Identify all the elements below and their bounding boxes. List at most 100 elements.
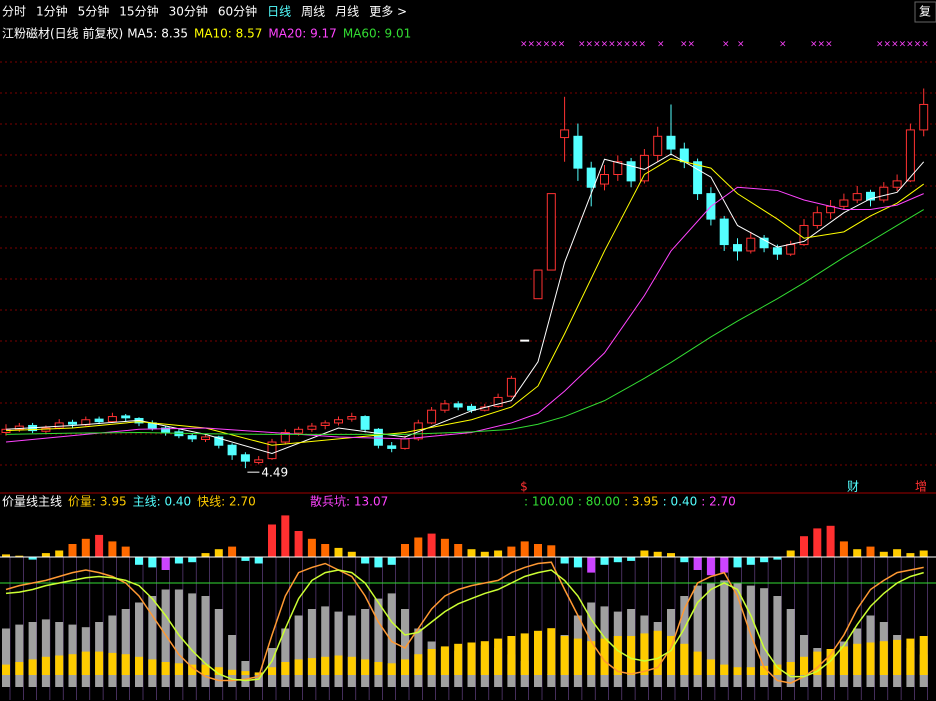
top-bar [866, 546, 875, 557]
top-bar [347, 551, 356, 557]
signal-mark: ×××××× [520, 40, 565, 50]
gray-bar [693, 585, 702, 687]
yellow-bar [454, 643, 463, 675]
candle-body [400, 438, 410, 449]
candle-body [560, 129, 570, 139]
gray-bar [720, 580, 729, 687]
yellow-bar [268, 667, 276, 675]
low-price-label: 4.49 [261, 466, 288, 480]
candle-body [201, 436, 210, 440]
signal-mark: ××××××× [578, 40, 631, 50]
yellow-bar [427, 649, 436, 675]
candle-body [440, 403, 450, 411]
fast-line [5, 561, 924, 684]
yellow-bar [361, 659, 370, 675]
yellow-bar [813, 651, 822, 675]
yellow-bar [680, 643, 689, 675]
indicator-value: : 0.40 [663, 495, 698, 509]
top-bar [174, 557, 183, 564]
toolbar-tab[interactable]: 更多 > [369, 5, 407, 19]
yellow-bar [627, 636, 636, 675]
ma-legend: MA60: 9.01 [343, 27, 411, 41]
ma-line [5, 186, 924, 443]
yellow-bar [720, 664, 729, 675]
yellow-bar [201, 664, 210, 675]
yellow-bar [214, 667, 223, 675]
yellow-bar [600, 638, 609, 675]
top-bar [720, 557, 729, 573]
top-bar [307, 538, 316, 557]
top-bar [653, 551, 662, 557]
yellow-bar [294, 659, 303, 675]
indicator-header: 散兵坑: 13.07 [310, 494, 388, 509]
candle-body [187, 435, 197, 440]
top-bar [893, 549, 902, 557]
yellow-bar [174, 663, 183, 675]
yellow-bar [800, 656, 808, 675]
top-bar [534, 544, 542, 557]
candle-body [467, 405, 476, 411]
top-bar [627, 557, 636, 561]
signal-mark: × [779, 40, 787, 50]
candle-body [919, 103, 929, 131]
yellow-bar [587, 641, 596, 675]
top-bar [853, 549, 862, 557]
gray-bar [161, 589, 170, 687]
indicator-header: 价量: 3.95 [68, 495, 127, 509]
yellow-bar [919, 636, 928, 675]
candle-body [240, 454, 250, 462]
toolbar-tab[interactable]: 15分钟 [119, 4, 158, 19]
top-bar [2, 554, 10, 557]
candle-body [600, 174, 609, 185]
top-bar [693, 557, 702, 570]
yellow-bar [640, 633, 649, 675]
top-bar [667, 553, 675, 557]
yellow-bar [281, 662, 290, 675]
top-bar [95, 534, 104, 557]
event-marker: $ [520, 480, 528, 494]
yellow-bar [693, 651, 702, 675]
candle-body [121, 415, 131, 419]
yellow-bar [733, 667, 742, 675]
top-bar [507, 546, 516, 557]
gray-bar [174, 589, 183, 687]
yellow-bar [866, 642, 875, 675]
indicator-value: : 2.70 [701, 495, 736, 509]
top-bar [800, 536, 808, 557]
top-bar [68, 544, 77, 557]
restore-button[interactable]: 复 [919, 5, 931, 19]
toolbar-tab[interactable]: 30分钟 [169, 4, 208, 19]
stock-title: 江粉磁材(日线 前复权) [2, 26, 123, 41]
ma-legend: MA20: 9.17 [268, 27, 336, 41]
yellow-bar [121, 654, 130, 675]
yellow-bar [108, 652, 117, 675]
gray-bar [534, 667, 542, 687]
yellow-bar [667, 636, 675, 675]
yellow-bar [494, 638, 503, 675]
toolbar-tab[interactable]: 分时 [2, 5, 26, 19]
yellow-bar [228, 669, 237, 675]
gray-bar [201, 596, 210, 687]
restore-button-box[interactable] [914, 1, 936, 23]
toolbar-tab[interactable]: 5分钟 [78, 4, 110, 19]
toolbar-tab[interactable]: 1分钟 [36, 4, 68, 19]
toolbar-tab[interactable]: 日线 [267, 5, 291, 19]
gray-bar [347, 615, 356, 687]
candle-body [892, 180, 902, 188]
indicator-header: 快线: 2.70 [197, 495, 256, 509]
candle-body [573, 135, 583, 169]
toolbar-tab[interactable]: 60分钟 [218, 4, 257, 19]
candle-body [254, 459, 264, 463]
top-bar [813, 528, 822, 557]
gray-bar [15, 624, 24, 687]
toolbar-tab[interactable]: 月线 [335, 5, 359, 19]
toolbar-tab[interactable]: 周线 [301, 5, 325, 19]
yellow-bar [401, 659, 409, 675]
gray-bar [281, 628, 290, 687]
top-bar [294, 531, 303, 557]
gray-bar [374, 598, 383, 687]
candle-body [719, 218, 729, 246]
top-bar [387, 557, 396, 565]
top-bar [241, 557, 250, 561]
top-bar [706, 557, 715, 576]
